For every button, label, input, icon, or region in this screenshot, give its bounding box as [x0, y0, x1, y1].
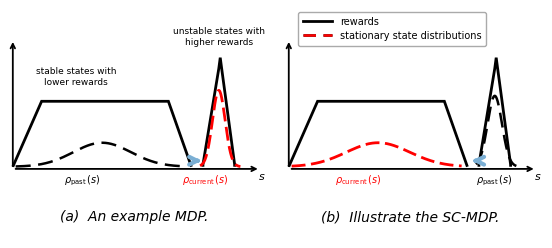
- Text: $\rho_{\mathrm{current}}$$\,(s)$: $\rho_{\mathrm{current}}$$\,(s)$: [183, 173, 229, 187]
- Text: (a)  An example MDP.: (a) An example MDP.: [60, 211, 208, 224]
- Text: $s$: $s$: [258, 172, 266, 182]
- Text: $\rho_{\mathrm{past}}$$\,(s)$: $\rho_{\mathrm{past}}$$\,(s)$: [476, 173, 513, 188]
- Legend: rewards, stationary state distributions: rewards, stationary state distributions: [298, 12, 486, 46]
- Text: (b)  Illustrate the SC-MDP.: (b) Illustrate the SC-MDP.: [321, 211, 499, 224]
- Text: unstable states with
higher rewards: unstable states with higher rewards: [173, 27, 265, 47]
- Text: $s$: $s$: [534, 172, 542, 182]
- Text: $\rho_{\mathrm{past}}$$\,(s)$: $\rho_{\mathrm{past}}$$\,(s)$: [63, 173, 100, 188]
- Text: stable states with
lower rewards: stable states with lower rewards: [36, 67, 116, 87]
- Text: $\rho_{\mathrm{current}}$$\,(s)$: $\rho_{\mathrm{current}}$$\,(s)$: [335, 173, 381, 187]
